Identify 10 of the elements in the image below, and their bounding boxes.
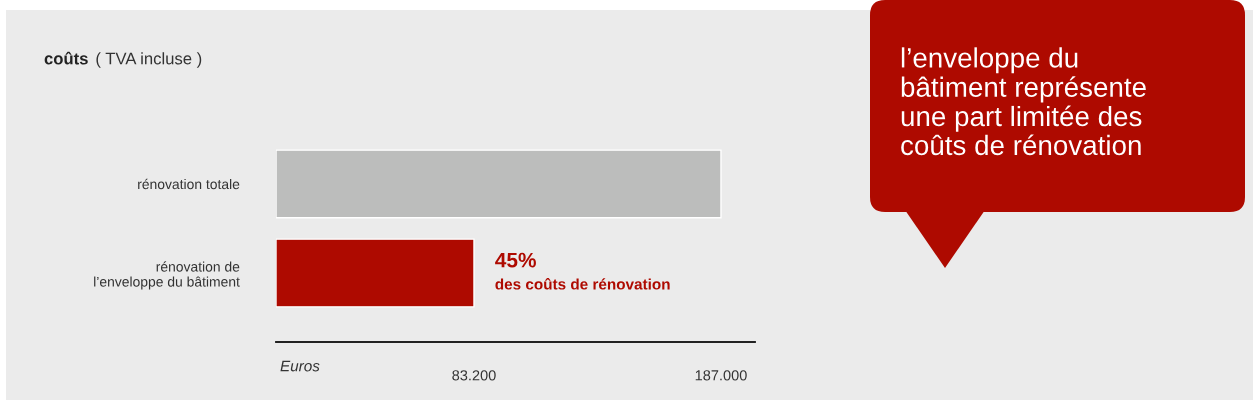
text: l’enveloppe du bâtiment représente une part limitée des coûts de rénovation [901, 47, 1146, 156]
chart-subtitle: ( TVA incluse ) [96, 52, 202, 68]
text: coûts [44, 51, 88, 65]
y-tick-label: rénovation totale [138, 178, 240, 190]
x-axis-title: Euros [280, 360, 320, 372]
annotation: des coûts de rénovation [495, 278, 670, 290]
x-tick-label: 83.200 [452, 370, 496, 381]
annotation: 45% [495, 252, 536, 268]
y-tick-label: rénovation de l’enveloppe du bâtiment [94, 261, 240, 290]
x-tick-label: 187.000 [695, 370, 747, 381]
